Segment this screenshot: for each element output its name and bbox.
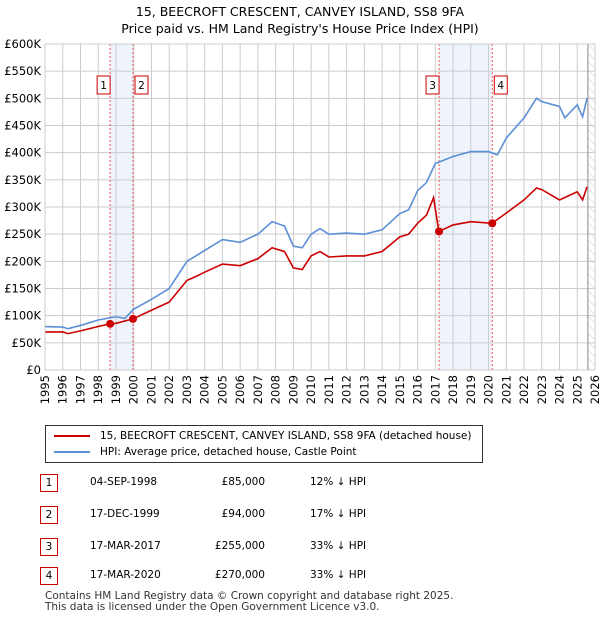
row-number-badge: 3 (40, 538, 58, 556)
transaction-label: 4 (497, 80, 504, 92)
x-tick-label: 2019 (464, 375, 478, 404)
x-tick-label: 2020 (482, 375, 496, 404)
row-date: 17-DEC-1999 (90, 508, 160, 520)
plot-border (44, 43, 596, 371)
y-tick-label: £0 (26, 363, 41, 377)
transaction-label-box (96, 75, 111, 95)
y-tick-label: £500K (4, 91, 41, 105)
row-hpi-diff: 33% ↓ HPI (310, 540, 367, 552)
x-tick-label: 2021 (499, 375, 513, 404)
x-tick-label: 2010 (304, 375, 318, 404)
transaction-label-box (425, 75, 440, 95)
legend-item-property: 15, BEECROFT CRESCENT, CANVEY ISLAND, SS… (54, 430, 471, 442)
x-tick-label: 2026 (588, 375, 600, 404)
row-hpi-diff: 12% ↓ HPI (310, 476, 367, 488)
x-tick-label: 2003 (180, 375, 194, 404)
x-tick-label: 2024 (553, 375, 567, 404)
y-tick-label: £150K (4, 282, 41, 296)
row-number-badge: 1 (40, 474, 58, 492)
transaction-label: 3 (429, 80, 436, 92)
legend-swatch-red (54, 435, 90, 437)
x-tick-label: 2002 (162, 375, 176, 404)
y-tick-label: £600K (4, 37, 41, 51)
transaction-point (129, 314, 137, 323)
x-tick-label: 1996 (56, 375, 70, 404)
y-tick-label: £250K (4, 227, 41, 241)
legend-item-hpi: HPI: Average price, detached house, Cast… (54, 446, 357, 458)
table-row: 1 04-SEP-1998 £85,000 12% ↓ HPI (0, 474, 600, 492)
x-tick-label: 2015 (393, 375, 407, 404)
transaction-point (106, 319, 115, 328)
x-tick-label: 2022 (517, 375, 531, 404)
row-price: £94,000 (221, 508, 265, 520)
row-hpi-diff: 33% ↓ HPI (310, 569, 367, 581)
x-tick-label: 2006 (233, 375, 247, 404)
transaction-label: 2 (138, 80, 145, 92)
hpi-line (44, 97, 588, 330)
transaction-point (435, 227, 444, 236)
x-tick-label: 2016 (411, 375, 425, 404)
row-date: 17-MAR-2017 (90, 540, 161, 552)
y-tick-label: £50K (12, 336, 42, 350)
y-tick-label: £300K (4, 200, 41, 214)
x-tick-label: 2018 (446, 375, 460, 404)
row-price: £85,000 (221, 476, 265, 488)
x-tick-label: 2014 (375, 375, 389, 404)
row-price: £270,000 (214, 569, 265, 581)
x-tick-label: 2000 (127, 375, 141, 404)
transaction-label: 1 (100, 80, 107, 92)
legend-swatch-blue (54, 451, 90, 453)
x-tick-label: 2011 (322, 375, 336, 404)
x-tick-label: 2009 (286, 375, 300, 404)
row-price: £255,000 (214, 540, 265, 552)
x-tick-label: 2005 (215, 375, 229, 404)
x-tick-label: 2012 (340, 375, 354, 404)
row-date: 04-SEP-1998 (90, 476, 158, 488)
transaction-label-box (493, 75, 508, 95)
x-tick-label: 2025 (570, 375, 584, 404)
x-tick-label: 2013 (357, 375, 371, 404)
x-tick-label: 2023 (535, 375, 549, 404)
x-tick-label: 2001 (144, 375, 158, 404)
row-hpi-diff: 17% ↓ HPI (310, 508, 367, 520)
table-row: 3 17-MAR-2017 £255,000 33% ↓ HPI (0, 538, 600, 556)
y-tick-label: £350K (4, 173, 41, 187)
chart-title: 15, BEECROFT CRESCENT, CANVEY ISLAND, SS… (135, 4, 465, 19)
table-row: 2 17-DEC-1999 £94,000 17% ↓ HPI (0, 506, 600, 524)
chart-subtitle: Price paid vs. HM Land Registry's House … (121, 21, 479, 36)
y-tick-label: £200K (4, 254, 41, 268)
row-number-badge: 4 (40, 567, 58, 585)
legend-label: 15, BEECROFT CRESCENT, CANVEY ISLAND, SS… (100, 430, 472, 442)
transaction-point (488, 219, 497, 228)
price-chart: £0 £50K £100K £150K £200K £250K £300K £350K £400… (4, 37, 600, 404)
footer-line-2: This data is licensed under the Open Gov… (45, 601, 380, 613)
x-tick-label: 2004 (198, 375, 212, 404)
x-tick-label: 1995 (38, 375, 52, 404)
y-tick-label: £400K (4, 146, 41, 160)
x-tick-label: 2017 (428, 375, 442, 404)
row-date: 17-MAR-2020 (90, 569, 161, 581)
table-row: 4 17-MAR-2020 £270,000 33% ↓ HPI (0, 567, 600, 585)
x-tick-label: 1998 (91, 375, 105, 404)
legend: 15, BEECROFT CRESCENT, CANVEY ISLAND, SS… (45, 425, 483, 463)
x-tick-label: 1999 (109, 375, 123, 404)
legend-label: HPI: Average price, detached house, Cast… (100, 446, 357, 458)
x-tick-label: 2008 (269, 375, 283, 404)
footer-line-1: Contains HM Land Registry data © Crown c… (45, 590, 454, 602)
transaction-label-box (134, 75, 149, 95)
y-tick-label: £100K (4, 309, 41, 323)
x-tick-label: 1997 (73, 375, 87, 404)
x-tick-label: 2007 (251, 375, 265, 404)
y-tick-label: £550K (4, 64, 41, 78)
y-tick-label: £450K (4, 119, 41, 133)
row-number-badge: 2 (40, 506, 58, 524)
